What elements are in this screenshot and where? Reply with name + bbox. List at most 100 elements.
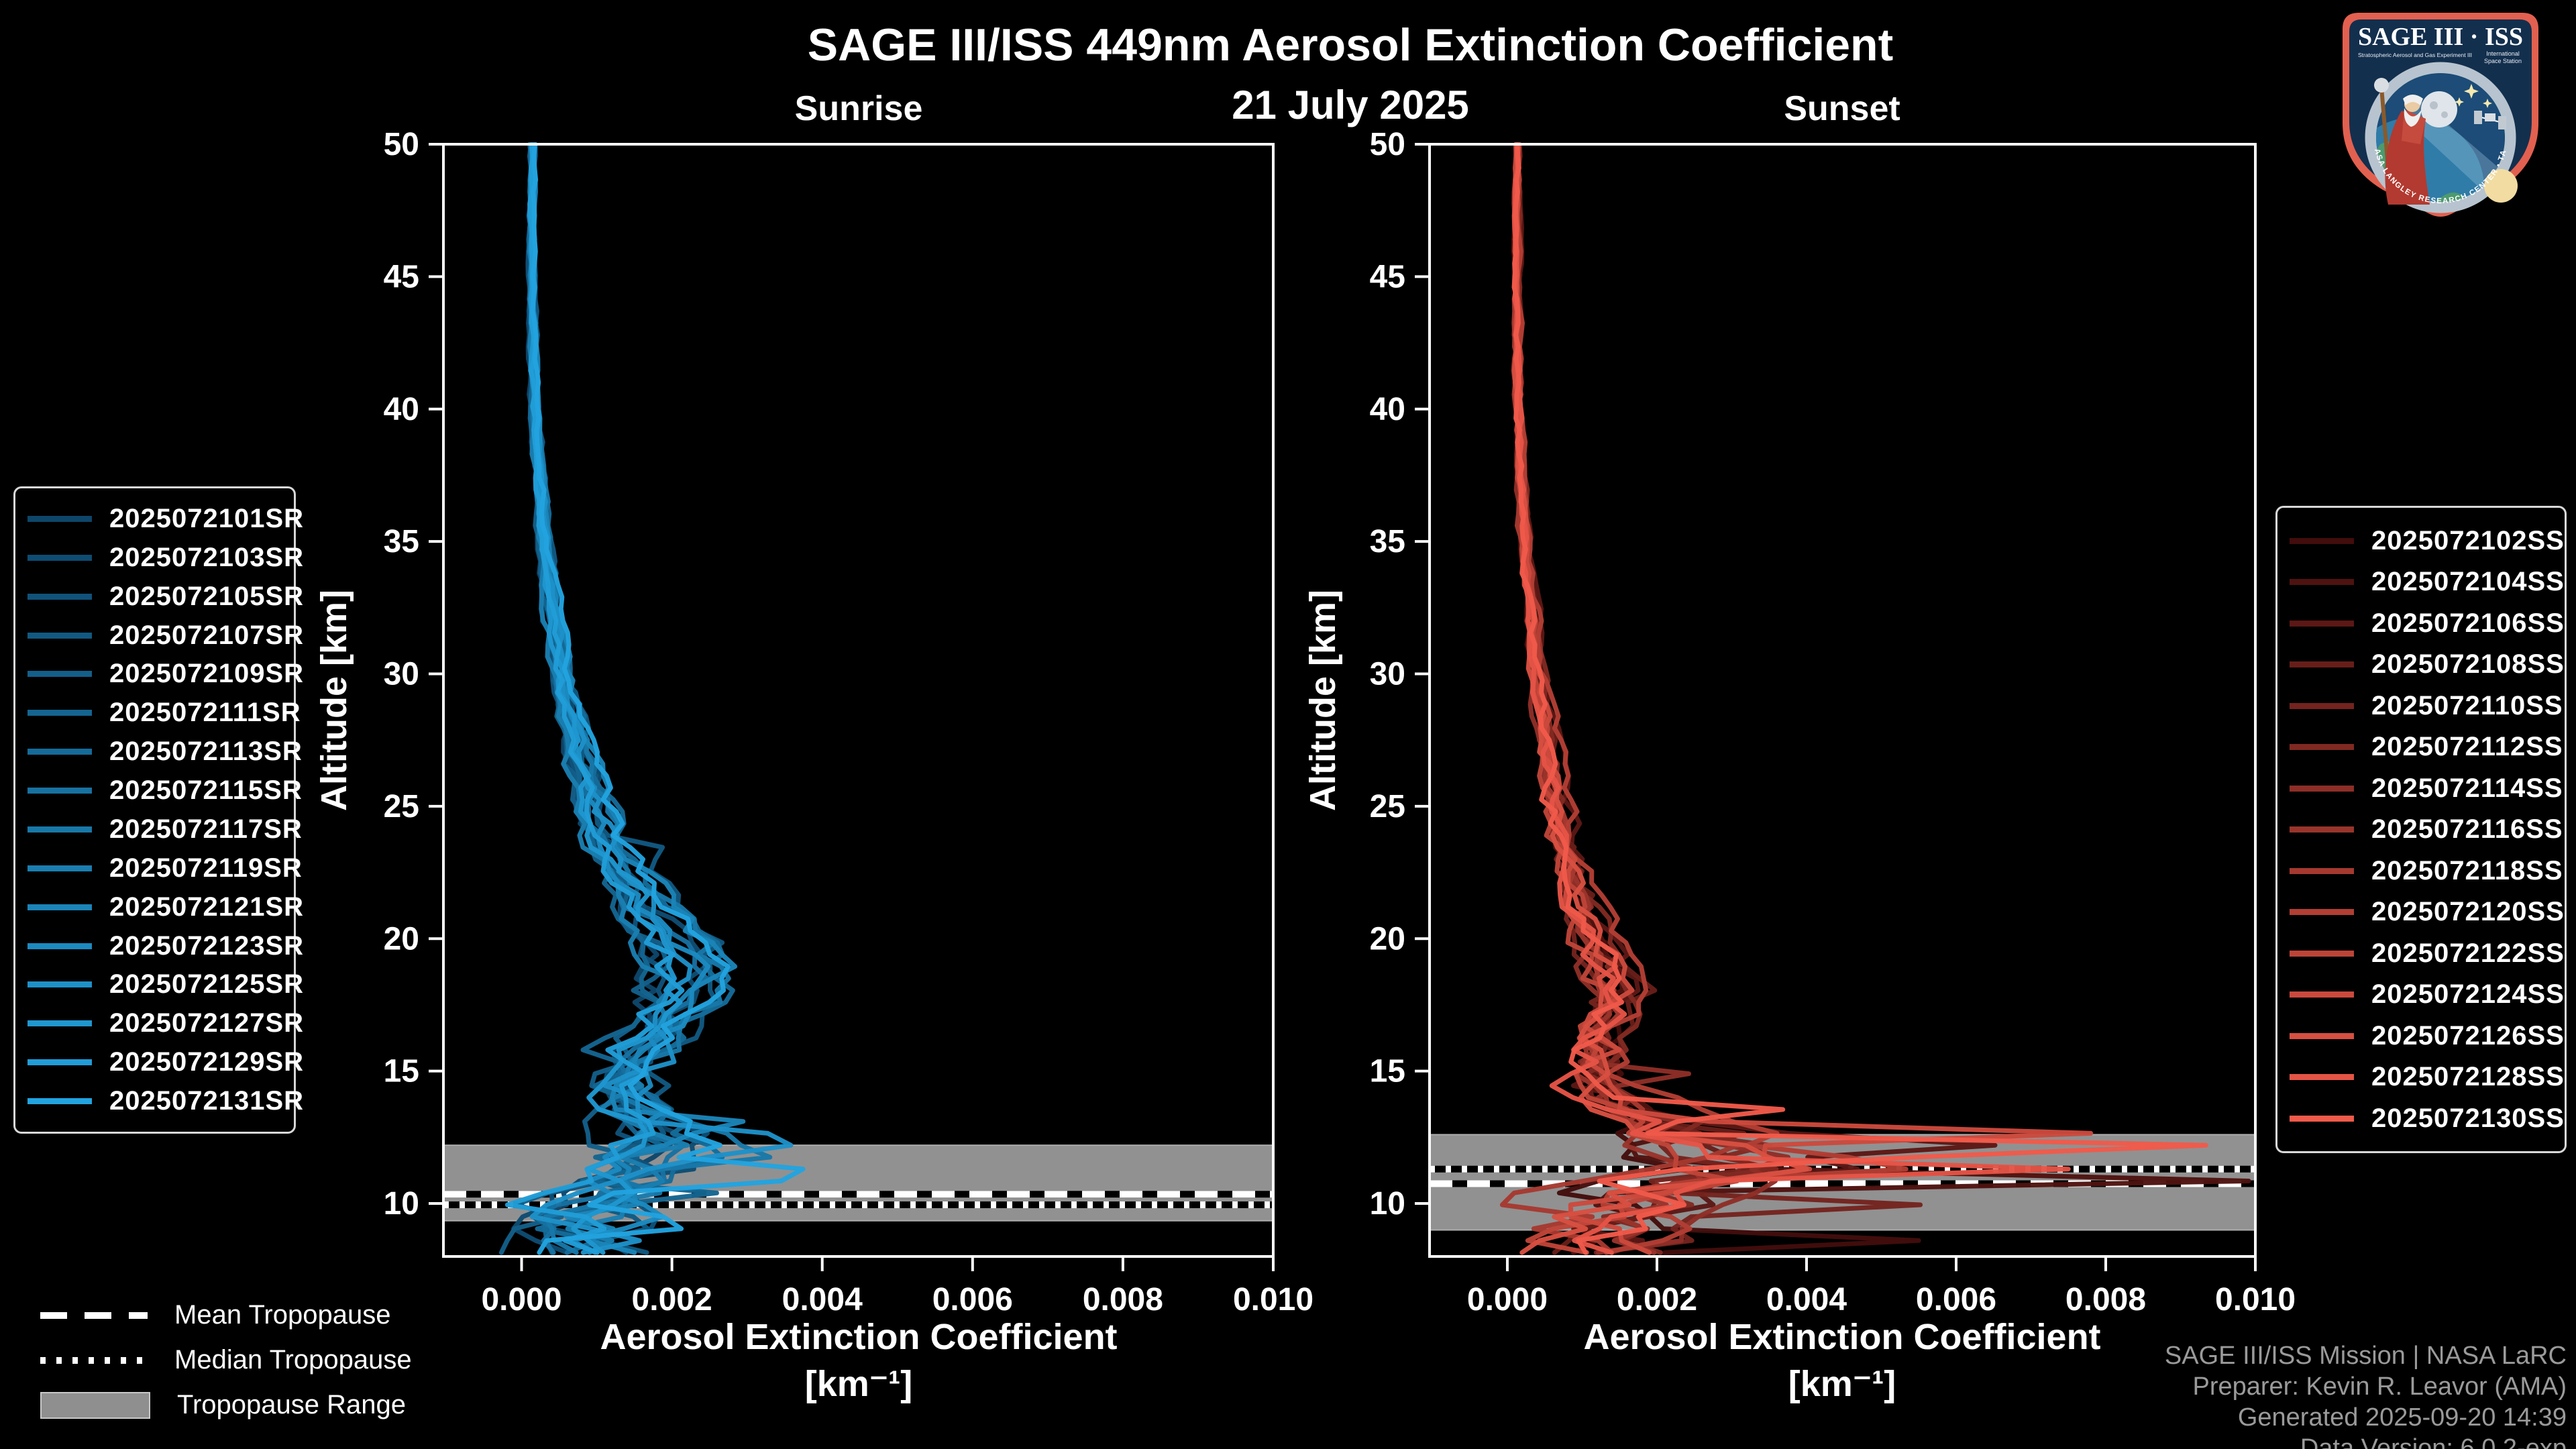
- event-line-swatch-icon: [28, 593, 92, 600]
- x-tick-label: 0.006: [932, 1282, 1013, 1318]
- legend-row-event: 2025072119SR: [28, 853, 302, 883]
- event-line-swatch-icon: [28, 904, 92, 910]
- plot-frame-sunset: [1428, 143, 2257, 1258]
- attribution-preparer: Preparer: Kevin R. Leavor (AMA): [2192, 1373, 2567, 1401]
- event-label: 2025072121SR: [109, 892, 305, 922]
- event-line-swatch-icon: [2290, 537, 2354, 544]
- event-label: 2025072130SS: [2371, 1103, 2565, 1133]
- x-tick-label: 0.010: [2215, 1282, 2296, 1318]
- y-tick-label: 10: [384, 1186, 419, 1222]
- legend-row-event: 2025072111SR: [28, 698, 301, 728]
- attribution-generated: Generated 2025-09-20 14:39: [2237, 1403, 2567, 1432]
- patch-subtitle-right1: International: [2486, 50, 2520, 57]
- event-line-swatch-icon: [2290, 579, 2354, 585]
- event-label: 2025072131SR: [109, 1086, 305, 1116]
- legend-row-event: 2025072129SR: [28, 1047, 303, 1077]
- x-tick-label: 0.008: [2065, 1282, 2146, 1318]
- legend-row-event: 2025072114SS: [2290, 773, 2563, 804]
- legend-row-mean-tropopause: Mean Tropopause: [40, 1300, 412, 1330]
- event-line-swatch-icon: [2290, 620, 2354, 627]
- y-tick-label: 40: [384, 392, 419, 427]
- tropopause-range-label: Tropopause Range: [177, 1390, 406, 1419]
- event-line-swatch-icon: [28, 788, 92, 794]
- legend-row-tropopause-range: Tropopause Range: [40, 1390, 412, 1420]
- y-tick-label: 30: [1370, 657, 1405, 692]
- legend-row-event: 2025072101SR: [28, 504, 303, 534]
- legend-row-event: 2025072123SR: [28, 931, 303, 961]
- y-tick-label: 40: [1370, 392, 1405, 427]
- event-label: 2025072118SS: [2371, 855, 2563, 885]
- legend-row-event: 2025072128SS: [2290, 1062, 2564, 1092]
- iss-icon: [2474, 111, 2506, 129]
- event-label: 2025072115SR: [109, 775, 303, 805]
- y-tick-label: 35: [384, 524, 419, 559]
- figure-title: SAGE III/ISS 449nm Aerosol Extinction Co…: [807, 19, 1894, 70]
- event-label: 2025072127SR: [109, 1008, 305, 1038]
- series-lines-sunrise: [498, 142, 806, 1255]
- y-tick-label: 50: [384, 127, 419, 162]
- legend-row-event: 2025072115SR: [28, 775, 302, 806]
- event-line-swatch-icon: [2290, 1115, 2354, 1122]
- legend-row-event: 2025072122SS: [2290, 938, 2564, 969]
- moon-crater: [2430, 101, 2438, 109]
- y-tick-label: 35: [1370, 524, 1405, 559]
- event-label: 2025072105SR: [109, 581, 305, 611]
- stars-icon: [2455, 84, 2492, 108]
- attribution-mission: SAGE III/ISS Mission | NASA LaRC: [2164, 1342, 2567, 1370]
- moon-icon: [2421, 91, 2457, 127]
- event-label: 2025072125SR: [109, 969, 305, 1000]
- event-line-swatch-icon: [2290, 950, 2354, 957]
- legend-tropopause: Mean Tropopause Median Tropopause Tropop…: [40, 1300, 412, 1420]
- legend-row-event: 2025072127SR: [28, 1008, 303, 1038]
- x-tick-label: 0.008: [1083, 1282, 1163, 1318]
- x-tick-label: 0.010: [1233, 1282, 1313, 1318]
- event-label: 2025072116SS: [2371, 814, 2563, 844]
- tropopause-range-swatch-icon: [40, 1391, 150, 1419]
- event-label: 2025072126SS: [2371, 1020, 2565, 1051]
- panel-title-sunset: Sunset: [1784, 89, 1900, 128]
- event-line-swatch-icon: [28, 1059, 92, 1066]
- x-axis-label-line1: Aerosol Extinction Coefficient: [1583, 1317, 2101, 1357]
- legend-row-event: 2025072124SS: [2290, 979, 2564, 1010]
- patch-subtitle-left: Stratospheric Aerosol and Gas Experiment…: [2358, 52, 2472, 58]
- event-label: 2025072128SS: [2371, 1062, 2565, 1091]
- x-tick-label: 0.000: [481, 1282, 561, 1318]
- panel-sunset: 10 15 20 25 30 35 40 45 50 0.000 0.002 0.004 0.006 0.…: [1370, 127, 2296, 1318]
- event-label: 2025072103SR: [109, 542, 305, 572]
- legend-row-event: 2025072110SS: [2290, 691, 2563, 721]
- event-label: 2025072113SR: [109, 737, 303, 767]
- x-axis-label-sunset: Aerosol Extinction Coefficient [km⁻¹]: [1583, 1313, 2100, 1407]
- legend-row-event: 2025072121SR: [28, 892, 303, 922]
- x-tick-label: 0.002: [1617, 1282, 1697, 1318]
- y-tick-label: 45: [1370, 259, 1405, 294]
- event-line-swatch-icon: [2290, 909, 2354, 915]
- y-tick-label: 20: [384, 921, 419, 957]
- legend-row-event: 2025072105SR: [28, 582, 303, 612]
- x-tick-label: 0.004: [782, 1282, 863, 1318]
- event-label: 2025072122SS: [2371, 938, 2565, 968]
- event-line-swatch-icon: [2290, 1074, 2354, 1080]
- legend-row-event: 2025072106SS: [2290, 608, 2564, 639]
- event-label: 2025072112SS: [2371, 732, 2563, 761]
- attribution-block: SAGE III/ISS Mission | NASA LaRC Prepare…: [2165, 1340, 2567, 1449]
- event-line-swatch-icon: [28, 981, 92, 988]
- event-label: 2025072106SS: [2371, 608, 2565, 638]
- y-tick-label: 25: [384, 789, 419, 824]
- event-line-swatch-icon: [2290, 991, 2354, 998]
- y-tick-label: 50: [1370, 127, 1405, 162]
- profile-line-2025072126SS: [1511, 142, 1809, 1255]
- profile-line-2025072131SR: [530, 142, 806, 1255]
- event-label: 2025072107SR: [109, 620, 305, 650]
- y-tick-label: 15: [384, 1054, 419, 1089]
- y-tick-label: 25: [1370, 789, 1405, 824]
- legend-row-event: 2025072102SS: [2290, 526, 2564, 556]
- patch-ring: [2365, 62, 2516, 213]
- legend-sunset-events: 2025072102SS 2025072104SS 2025072106SS 2025…: [2275, 506, 2567, 1153]
- plot-frame-sunrise: [442, 143, 1275, 1258]
- event-line-swatch-icon: [2290, 826, 2354, 833]
- x-axis-label-line1: Aerosol Extinction Coefficient: [600, 1317, 1118, 1357]
- legend-row-event: 2025072112SS: [2290, 732, 2563, 762]
- series-lines-sunset: [1499, 142, 2251, 1255]
- x-axis-label-line2: [km⁻¹]: [804, 1364, 913, 1404]
